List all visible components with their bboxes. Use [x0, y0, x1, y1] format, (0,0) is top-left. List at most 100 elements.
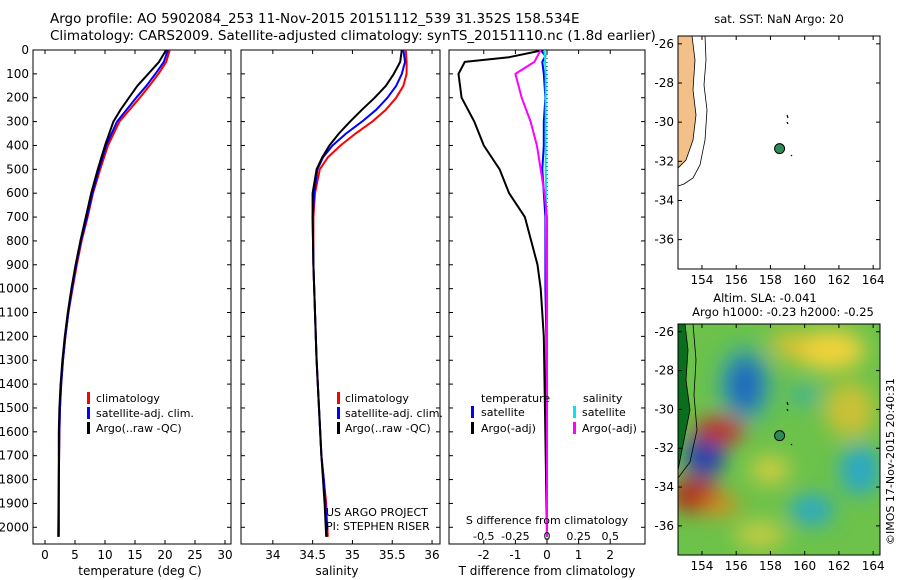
sla-map-land — [678, 324, 691, 471]
lon-tick-label: 158 — [759, 273, 782, 287]
lon-tick-label: 154 — [691, 559, 714, 573]
sst-map-axes: 154 156 158 160 162 164 -26 -28 -30 -32 -34 -36 — [654, 36, 885, 287]
x-tick-label: 35.5 — [379, 548, 406, 562]
depth-tick-label: 800 — [6, 234, 29, 248]
sst-map-title: sat. SST: NaN Argo: 20 — [714, 12, 844, 26]
series-line-0 — [57, 50, 171, 537]
lon-tick-label: 162 — [827, 559, 850, 573]
legend-swatch-sal-argo — [573, 422, 576, 434]
lat-tick-label: -32 — [654, 154, 674, 168]
diff-series-line-1 — [457, 50, 548, 537]
salinity-axis-label: salinity — [315, 564, 358, 578]
legend-label-satellite: satellite-adj. clim. — [96, 407, 194, 420]
lat-tick-label: -30 — [654, 402, 674, 416]
legend-label-climatology: climatology — [345, 392, 409, 405]
pi-annotation: PI: STEPHEN RISER — [326, 520, 430, 533]
x-tick-label: 1 — [575, 548, 583, 562]
lon-tick-label: 158 — [759, 559, 782, 573]
series-line-2 — [57, 50, 168, 537]
x-tick-label: 10 — [97, 548, 112, 562]
depth-tick-label: 300 — [6, 115, 29, 129]
sst-map-layer — [678, 36, 793, 187]
x-tick-label: 30 — [217, 548, 232, 562]
depth-tick-label: 1100 — [0, 306, 29, 320]
top-tick-label: 0.5 — [601, 530, 619, 543]
sst-map-land — [678, 36, 697, 169]
figure-title-line2: Climatology: CARS2009. Satellite-adjuste… — [50, 28, 656, 44]
temperature-axis: 0 5 10 15 20 25 30 — [33, 49, 233, 562]
depth-tick-label: 100 — [6, 67, 29, 81]
x-tick-label: 34.5 — [299, 548, 326, 562]
salinity-legend: climatology satellite-adj. clim. Argo(..… — [326, 392, 443, 533]
depth-tick-label: 700 — [6, 210, 29, 224]
difference-legend: temperature salinity satellite Argo(-adj… — [471, 392, 637, 435]
lon-tick-label: 156 — [725, 273, 748, 287]
legend-swatch-argo — [87, 422, 90, 434]
sla-map-title-line2: Argo h1000: -0.23 h2000: -0.25 — [692, 305, 874, 319]
project-annotation: US ARGO PROJECT — [326, 506, 428, 519]
series-line-2 — [311, 50, 403, 537]
depth-tick-label: 1900 — [0, 496, 29, 510]
t-difference-axis-label: T difference from climatology — [458, 564, 636, 578]
lat-tick-label: -34 — [654, 193, 674, 207]
temperature-plot — [57, 50, 171, 537]
top-tick-label: -0.5 — [473, 530, 494, 543]
depth-tick-label: 2000 — [0, 520, 29, 534]
depth-tick-label: 600 — [6, 186, 29, 200]
legend-title-salinity: salinity — [583, 392, 623, 405]
sla-map-title-line1: Altim. SLA: -0.041 — [713, 291, 817, 305]
legend-swatch-satellite — [337, 407, 340, 419]
legend-title-temperature: temperature — [481, 392, 550, 405]
x-tick-label: 0 — [41, 548, 49, 562]
diff-series-line-3 — [514, 50, 548, 537]
x-tick-label: 0 — [543, 548, 551, 562]
depth-tick-label: 1600 — [0, 425, 29, 439]
legend-label-temp-satellite: satellite — [481, 406, 525, 419]
x-tick-label: 5 — [71, 548, 79, 562]
legend-label-temp-argo: Argo(-adj) — [481, 422, 536, 435]
lat-tick-label: -26 — [654, 37, 674, 51]
lon-tick-label: 156 — [725, 559, 748, 573]
sla-map-argo-marker — [774, 430, 786, 442]
legend-swatch-climatology — [337, 392, 340, 404]
x-tick-label: 2 — [606, 548, 614, 562]
x-tick-label: 25 — [187, 548, 202, 562]
top-tick-label: -0.25 — [501, 530, 529, 543]
legend-label-satellite: satellite-adj. clim. — [345, 407, 443, 420]
sst-map-islands — [786, 114, 793, 157]
lat-tick-label: -30 — [654, 115, 674, 129]
legend-label-argo: Argo(..raw -QC) — [96, 422, 182, 435]
x-tick-label: 34 — [265, 548, 280, 562]
series-line-1 — [311, 50, 406, 537]
x-tick-label: 20 — [157, 548, 172, 562]
legend-swatch-argo — [337, 422, 340, 434]
legend-label-sal-argo: Argo(-adj) — [582, 422, 637, 435]
x-tick-label: 36 — [424, 548, 439, 562]
depth-tick-label: 400 — [6, 138, 29, 152]
legend-label-sal-satellite: satellite — [582, 406, 626, 419]
lon-tick-label: 154 — [691, 273, 714, 287]
lat-tick-label: -36 — [654, 233, 674, 247]
x-tick-label: 15 — [127, 548, 142, 562]
legend-label-climatology: climatology — [96, 392, 160, 405]
depth-tick-label: 500 — [6, 162, 29, 176]
temperature-legend: climatology satellite-adj. clim. Argo(..… — [87, 392, 194, 435]
legend-swatch-temp-argo — [471, 422, 474, 434]
s-difference-axis-label: S difference from climatology — [466, 514, 629, 527]
difference-axis: -2 -1 0 1 2 -0.5 -0.25 0 0.25 0.5 — [449, 49, 645, 562]
legend-swatch-satellite — [87, 407, 90, 419]
depth-tick-label: 1300 — [0, 353, 29, 367]
lon-tick-label: 164 — [862, 559, 885, 573]
lon-tick-label: 160 — [793, 273, 816, 287]
lon-tick-label: 162 — [827, 273, 850, 287]
sla-map-frame — [677, 323, 881, 556]
depth-tick-label: 1700 — [0, 449, 29, 463]
sla-map-contour — [678, 324, 698, 479]
lat-tick-label: -28 — [654, 364, 674, 378]
temperature-panel-frame — [32, 49, 232, 545]
depth-tick-label: 1200 — [0, 329, 29, 343]
salinity-plot — [311, 50, 408, 537]
depth-tick-label: 1800 — [0, 473, 29, 487]
legend-swatch-climatology — [87, 392, 90, 404]
